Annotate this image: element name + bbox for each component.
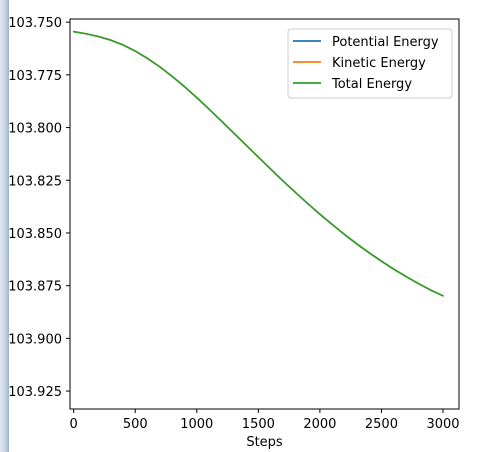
legend-label-potential-energy: Potential Energy	[332, 35, 439, 50]
y-axis-ticks: 103.750 103.775 103.800 103.825 103.850 103.8…	[8, 16, 70, 400]
x-axis-ticks: 0 500 1000 1500 2000 2500 3000	[70, 409, 460, 432]
y-tick-label: 103.750	[8, 16, 62, 31]
y-tick-label: 103.850	[8, 227, 62, 242]
x-tick-label: 2500	[365, 417, 398, 432]
x-tick-label: 1000	[180, 417, 213, 432]
y-tick-label: 103.925	[8, 385, 62, 400]
y-tick-label: 103.900	[8, 332, 62, 347]
series-line-total-energy	[72, 30, 444, 297]
legend: Potential Energy Kinetic Energy Total Ener…	[287, 28, 453, 99]
y-tick-label: 103.825	[8, 174, 62, 189]
x-tick-label: 0	[70, 417, 78, 432]
y-tick-label: 103.800	[8, 122, 62, 137]
legend-box	[287, 28, 453, 99]
legend-label-total-energy: Total Energy	[331, 77, 412, 92]
y-tick-label: 103.875	[8, 280, 62, 295]
y-tick-label: 103.775	[8, 69, 62, 84]
x-tick-label: 500	[123, 417, 148, 432]
window-left-edge	[0, 0, 9, 452]
legend-label-kinetic-energy: Kinetic Energy	[332, 56, 426, 71]
plot-area-frame	[69, 18, 460, 410]
x-tick-label: 3000	[426, 417, 459, 432]
x-axis-label: Steps	[246, 435, 283, 450]
x-tick-label: 2000	[303, 417, 336, 432]
series-lines	[72, 30, 444, 297]
x-tick-label: 1500	[242, 417, 275, 432]
